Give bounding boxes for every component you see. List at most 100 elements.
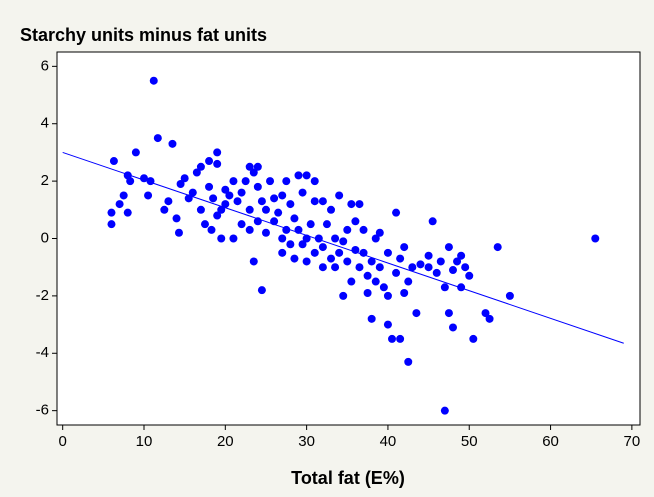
data-point — [294, 171, 303, 180]
data-point — [233, 197, 242, 206]
data-point — [213, 159, 222, 168]
data-point — [339, 291, 348, 300]
data-point — [140, 174, 149, 183]
data-point — [359, 248, 368, 257]
data-point — [205, 157, 214, 166]
data-point — [396, 334, 405, 343]
data-point — [371, 277, 380, 286]
y-tick-label: -4 — [36, 344, 49, 361]
data-point — [174, 228, 183, 237]
data-point — [119, 191, 128, 200]
data-point — [274, 208, 283, 217]
x-tick-label: 60 — [542, 433, 559, 450]
data-point — [367, 314, 376, 323]
data-point — [448, 323, 457, 332]
data-point — [257, 286, 266, 295]
data-point — [184, 194, 193, 203]
x-tick-label: 40 — [380, 433, 397, 450]
data-point — [343, 257, 352, 266]
data-point — [404, 357, 413, 366]
data-point — [306, 220, 315, 229]
data-point — [107, 220, 116, 229]
y-tick-label: 4 — [41, 115, 49, 132]
data-point — [213, 148, 222, 157]
data-point — [205, 182, 214, 191]
data-point — [453, 257, 462, 266]
data-point — [331, 263, 340, 272]
x-tick-label: 50 — [461, 433, 478, 450]
x-tick-label: 10 — [136, 433, 153, 450]
data-point — [493, 243, 502, 252]
data-point — [457, 251, 466, 260]
data-point — [249, 168, 258, 177]
data-point — [126, 177, 135, 186]
data-point — [327, 205, 336, 214]
data-point — [146, 177, 155, 186]
data-point — [302, 257, 311, 266]
data-point — [591, 234, 600, 243]
data-point — [408, 263, 417, 272]
data-point — [196, 205, 205, 214]
fit-line — [62, 151, 624, 344]
data-point — [217, 205, 226, 214]
data-point — [465, 271, 474, 280]
data-point — [290, 214, 299, 223]
data-point — [351, 245, 360, 254]
data-point — [221, 200, 230, 209]
data-point — [457, 283, 466, 292]
y-tick-label: -6 — [36, 402, 49, 419]
data-point — [424, 251, 433, 260]
data-point — [400, 289, 409, 298]
data-point — [444, 309, 453, 318]
data-point — [278, 234, 287, 243]
data-point — [318, 243, 327, 252]
data-point — [322, 220, 331, 229]
data-point — [318, 197, 327, 206]
data-point — [347, 277, 356, 286]
data-point — [335, 248, 344, 257]
data-point — [416, 260, 425, 269]
data-point — [286, 240, 295, 249]
data-point — [123, 208, 132, 217]
data-point — [310, 177, 319, 186]
plot-area — [56, 51, 641, 426]
data-point — [229, 177, 238, 186]
data-point — [485, 314, 494, 323]
data-point — [270, 194, 279, 203]
data-point — [176, 179, 185, 188]
x-tick-label: 70 — [624, 433, 641, 450]
data-point — [209, 194, 218, 203]
y-tick-label: 0 — [41, 229, 49, 246]
data-point — [371, 234, 380, 243]
data-point — [290, 254, 299, 263]
chart-title: Starchy units minus fat units — [20, 25, 267, 45]
data-point — [444, 243, 453, 252]
x-tick-label: 0 — [59, 433, 67, 450]
data-point — [237, 188, 246, 197]
data-point — [261, 228, 270, 237]
data-point — [180, 174, 189, 183]
data-point — [153, 134, 162, 143]
data-point — [282, 225, 291, 234]
data-point — [355, 263, 364, 272]
data-point — [266, 177, 275, 186]
data-point — [109, 157, 118, 166]
data-point — [424, 263, 433, 272]
data-point — [188, 188, 197, 197]
data-point — [196, 162, 205, 171]
data-point — [237, 220, 246, 229]
data-point — [432, 268, 441, 277]
data-point — [310, 248, 319, 257]
data-point — [379, 283, 388, 292]
data-point — [253, 162, 262, 171]
data-point — [448, 266, 457, 275]
data-point — [245, 205, 254, 214]
data-point — [217, 234, 226, 243]
data-point — [355, 200, 364, 209]
data-point — [461, 263, 470, 272]
x-tick-label: 30 — [298, 433, 315, 450]
data-point — [200, 220, 209, 229]
data-point — [396, 254, 405, 263]
data-point — [505, 291, 514, 300]
